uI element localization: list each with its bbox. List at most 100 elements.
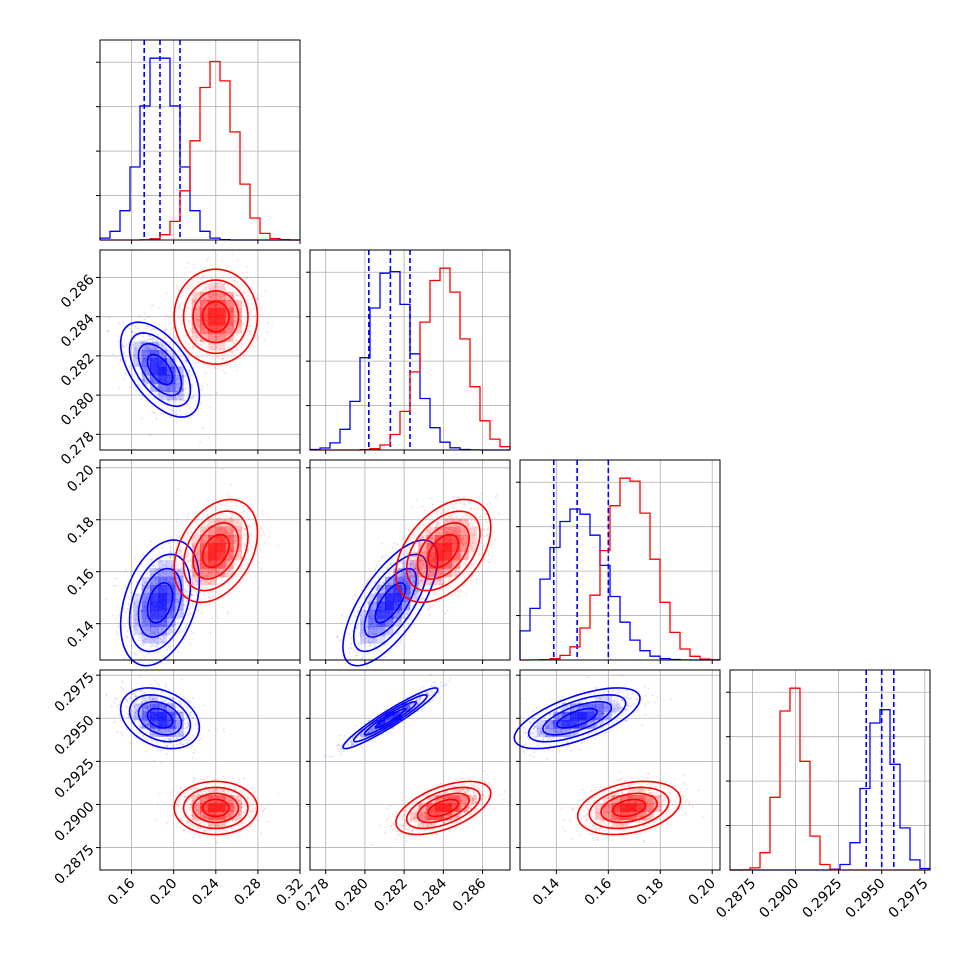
sample-point (185, 356, 188, 359)
density-cell (141, 350, 151, 359)
sample-point (423, 525, 426, 528)
sample-point (127, 603, 130, 606)
sample-point (211, 616, 213, 619)
sample-point (182, 374, 185, 377)
sample-point (186, 538, 189, 541)
sample-point (130, 622, 133, 625)
sample-point (166, 400, 169, 403)
sample-point (453, 591, 456, 594)
sample-point (185, 738, 188, 741)
sample-point (169, 553, 172, 556)
sample-point (166, 649, 168, 651)
sample-point (143, 378, 146, 381)
panel-0-0 (131, 40, 301, 244)
sample-point (260, 528, 263, 531)
sample-point (394, 628, 397, 631)
sample-point (431, 503, 434, 506)
density-cell (175, 383, 184, 392)
sample-point (392, 592, 395, 594)
sample-point (182, 378, 185, 381)
sample-point (180, 323, 183, 326)
sample-point (126, 607, 129, 610)
sample-point (154, 348, 157, 350)
sample-point (190, 593, 193, 596)
sample-point (179, 550, 182, 553)
sample-point (117, 614, 120, 617)
sample-point (388, 572, 391, 575)
sample-point (187, 585, 190, 588)
sample-point (125, 728, 128, 731)
sample-point (424, 509, 427, 512)
sample-point (153, 412, 156, 415)
sample-point (207, 436, 210, 439)
sample-point (246, 507, 249, 510)
sample-point (187, 356, 190, 359)
sample-point (166, 743, 169, 746)
sample-point (246, 552, 249, 555)
sample-point (205, 259, 208, 262)
sample-point (152, 337, 155, 340)
sample-point (156, 749, 159, 751)
sample-point (348, 647, 351, 650)
sample-point (156, 650, 159, 653)
sample-point (120, 358, 123, 360)
sample-point (480, 542, 483, 544)
sample-point (187, 369, 190, 372)
sample-point (158, 307, 160, 310)
density-cell (158, 391, 167, 401)
sample-point (183, 394, 186, 397)
sample-point (125, 359, 128, 362)
sample-point (122, 657, 125, 660)
sample-point (187, 531, 189, 534)
sample-point (408, 539, 410, 542)
sample-point (187, 591, 190, 593)
contour-line (119, 321, 201, 418)
sample-point (179, 548, 182, 551)
sample-point (132, 344, 134, 346)
sample-point (217, 355, 220, 358)
sample-point (484, 535, 486, 538)
sample-point (397, 631, 400, 634)
sample-point (130, 708, 133, 711)
sample-point (166, 349, 169, 352)
density-cell (451, 526, 461, 536)
sample-point (251, 298, 253, 300)
sample-point (256, 294, 259, 297)
sample-point (404, 591, 407, 594)
sample-point (123, 625, 126, 628)
sample-point (163, 354, 166, 357)
sample-point (226, 613, 229, 616)
sample-point (147, 316, 150, 319)
sample-point (143, 348, 146, 350)
sample-point (189, 557, 192, 560)
sample-point (192, 631, 195, 634)
sample-point (183, 380, 186, 383)
sample-point (169, 416, 172, 419)
sample-point (125, 568, 127, 571)
sample-point (142, 379, 145, 382)
sample-point (185, 360, 188, 363)
sample-point (149, 338, 152, 340)
sample-point (198, 350, 201, 353)
sample-point (238, 287, 241, 289)
density-cell (175, 391, 184, 401)
sample-point (187, 312, 190, 315)
sample-point (166, 405, 169, 407)
sample-point (247, 333, 250, 335)
sample-point (187, 516, 189, 519)
density-cell (141, 366, 151, 376)
sample-point (390, 569, 393, 572)
sample-point (128, 365, 131, 368)
density-cell (158, 601, 167, 611)
sample-point (243, 510, 246, 513)
sample-point (362, 585, 365, 588)
sample-point (144, 369, 147, 372)
sample-point (153, 347, 156, 350)
sample-point (182, 351, 185, 354)
sample-point (175, 379, 178, 382)
sample-point (486, 503, 489, 506)
sample-point (378, 649, 381, 652)
sample-point (433, 593, 436, 596)
sample-point (185, 413, 188, 416)
sample-point (145, 327, 148, 330)
